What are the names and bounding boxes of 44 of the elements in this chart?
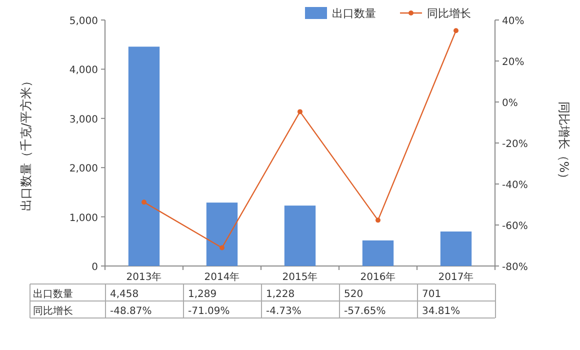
y2-tick-label: -20% [502,139,528,150]
point [376,218,380,223]
y-axis-title: 出口数量（千克/平方米） [19,74,33,212]
bar [362,240,394,266]
y2-tick-label: -80% [502,262,528,273]
data-label: 1,289 [188,289,217,300]
x-tick-label: 2014年 [204,271,240,283]
data-label: 701 [422,289,442,300]
x-tick-label: 2017年 [438,271,474,283]
y-tick-label: 4,000 [69,65,98,76]
data-label: 1,228 [266,289,295,300]
bar [284,206,316,266]
y2-tick-label: 0% [502,98,518,109]
y2-axis-title: 同比增长（%） [557,101,571,185]
data-label: 34.81% [422,306,460,317]
bar [128,46,160,266]
data-label: -4.73% [266,306,302,317]
x-tick-label: 2015年 [282,271,318,283]
point [220,245,224,250]
legend-label: 同比增长 [427,7,471,20]
data-label: -48.87% [110,306,152,317]
y2-tick-label: -40% [502,180,528,191]
bar [206,202,238,266]
y-tick-label: 1,000 [69,212,98,224]
data-label: 520 [344,289,364,300]
y2-tick-label: 20% [502,57,524,68]
text: 出口数量 [33,289,73,300]
y-tick-label: 0 [92,262,98,273]
point [142,200,146,205]
x-tick-label: 2013年 [126,271,162,283]
x-tick-label: 2016年 [360,271,396,283]
y2-tick-label: -60% [502,221,528,232]
legend-label: 出口数量 [332,7,376,20]
data-label: -71.09% [188,306,230,317]
point [298,109,302,114]
point [454,28,458,34]
data-label: 4,458 [110,289,139,300]
y-tick-label: 5,000 [69,16,98,27]
y-tick-label: 3,000 [69,114,98,126]
bar [440,232,472,266]
data-label: -57.65% [344,306,386,317]
text: 同比增长 [33,306,73,317]
y-tick-label: 2,000 [69,164,98,175]
y2-tick-label: 40% [502,16,524,27]
